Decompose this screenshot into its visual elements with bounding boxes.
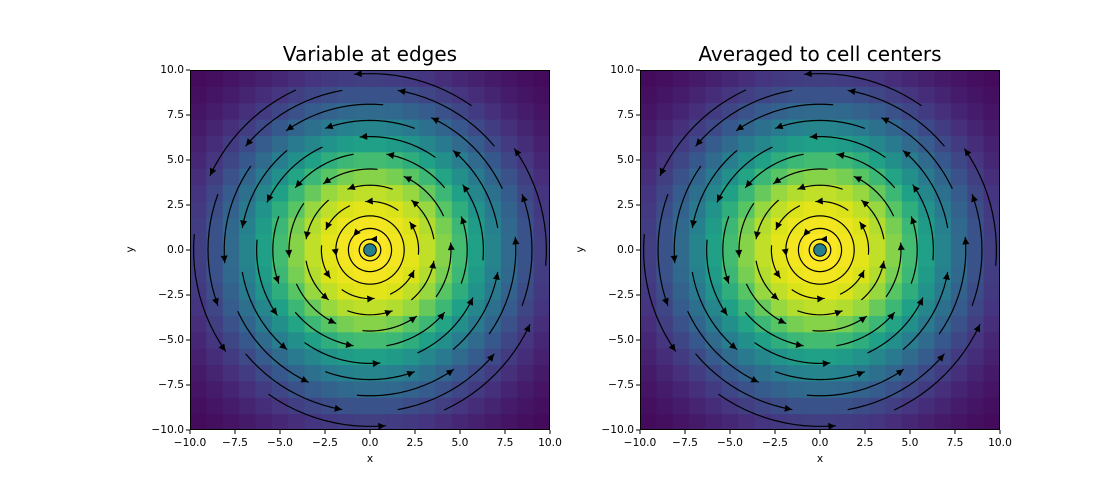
xtick-label: 0.0 — [800, 436, 840, 449]
ytick-label: 5.0 — [138, 153, 184, 166]
xtick-label: 2.5 — [845, 436, 885, 449]
y-axis-label: y — [574, 240, 587, 260]
xtick-label: 2.5 — [395, 436, 435, 449]
ytick-label: −5.0 — [588, 333, 634, 346]
x-axis-label: x — [640, 452, 1000, 465]
subplot-left: Variable at edges−10.0−7.5−5.0−2.50.02.5… — [190, 70, 550, 430]
ytick-label: −10.0 — [588, 423, 634, 436]
ytick-label: 2.5 — [588, 198, 634, 211]
ytick-label: 10.0 — [588, 63, 634, 76]
ytick-label: −7.5 — [138, 378, 184, 391]
xtick-label: −10.0 — [170, 436, 210, 449]
xtick-label: 7.5 — [935, 436, 975, 449]
xtick-label: −2.5 — [305, 436, 345, 449]
ytick-label: 10.0 — [138, 63, 184, 76]
xtick-label: 0.0 — [350, 436, 390, 449]
ytick-label: 2.5 — [138, 198, 184, 211]
subplot-title: Averaged to cell centers — [640, 42, 1000, 66]
subplot-title: Variable at edges — [190, 42, 550, 66]
xtick-label: −7.5 — [215, 436, 255, 449]
y-axis-label: y — [124, 240, 137, 260]
xtick-label: 10.0 — [530, 436, 570, 449]
xtick-label: 10.0 — [980, 436, 1020, 449]
subplot-right: Averaged to cell centers−10.0−7.5−5.0−2.… — [640, 70, 1000, 430]
xtick-label: −5.0 — [710, 436, 750, 449]
ytick-label: 0.0 — [588, 243, 634, 256]
xtick-label: −2.5 — [755, 436, 795, 449]
ytick-label: −7.5 — [588, 378, 634, 391]
xtick-label: 5.0 — [890, 436, 930, 449]
ytick-label: 0.0 — [138, 243, 184, 256]
figure: Variable at edges −10.0 −7.5 −5.0 −2.5 0.0 2.5… — [0, 0, 1100, 500]
xtick-label: 5.0 — [440, 436, 480, 449]
xtick-label: −10.0 — [620, 436, 660, 449]
xtick-label: −7.5 — [665, 436, 705, 449]
ytick-label: 7.5 — [138, 108, 184, 121]
ytick-label: 5.0 — [588, 153, 634, 166]
ytick-label: −2.5 — [588, 288, 634, 301]
ytick-label: −5.0 — [138, 333, 184, 346]
xtick-label: 7.5 — [485, 436, 525, 449]
ytick-label: −2.5 — [138, 288, 184, 301]
ytick-label: −10.0 — [138, 423, 184, 436]
xtick-label: −5.0 — [260, 436, 300, 449]
x-axis-label: x — [190, 452, 550, 465]
ytick-label: 7.5 — [588, 108, 634, 121]
